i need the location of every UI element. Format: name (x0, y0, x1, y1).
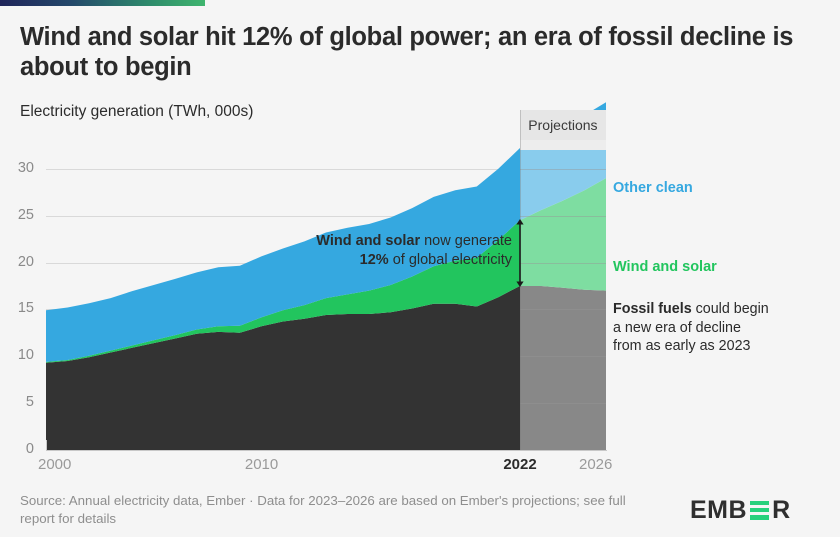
ember-logo-text-2: R (772, 495, 791, 524)
annotation-wind-solar: Wind and solar now generate 12% of globa… (250, 232, 512, 270)
x-axis-line (46, 450, 607, 451)
gridline-projection (519, 403, 606, 404)
gridline-projection (519, 263, 606, 264)
area-other-clean (46, 102, 606, 362)
ember-logo: EMB R (690, 496, 791, 524)
legend-label-wind-and-solar: Wind and solar (613, 259, 717, 275)
y-axis-tick-15: 15 (17, 300, 34, 317)
gridline (46, 216, 606, 217)
y-axis-tick-30: 30 (17, 159, 34, 176)
gridline-projection (519, 216, 606, 217)
ember-logo-e-icon (750, 500, 770, 520)
chart-subtitle: Electricity generation (TWh, 000s) (20, 103, 254, 120)
annotation-wind-solar-bold1: Wind and solar (316, 233, 421, 249)
y-axis-tick-10: 10 (17, 347, 34, 364)
page-title: Wind and solar hit 12% of global power; … (20, 23, 794, 81)
gridline-projection (519, 309, 606, 310)
annotation-wind-solar-bold2: 12% (359, 252, 389, 268)
annotation-wind-solar-rest1: now generate (420, 233, 512, 249)
x-axis-tick-2022: 2022 (503, 456, 537, 473)
annotation-fossil-fuels: Fossil fuels could begin a new era of de… (613, 300, 828, 356)
annotation-fossil-line3: from as early as 2023 (613, 338, 751, 354)
x-axis-tick-2010: 2010 (244, 456, 279, 473)
gridline-projection (519, 169, 606, 170)
annotation-fossil-rest: could begin (691, 301, 769, 317)
annotation-fossil-line2: a new era of decline (613, 319, 741, 336)
y-axis-tick-25: 25 (17, 206, 34, 223)
area-wind-and-solar (46, 178, 606, 363)
legend-label-other-clean: Other clean (613, 180, 693, 196)
y-axis-stub (46, 440, 47, 451)
projections-label-box: Projections (519, 110, 606, 140)
brand-accent-bar (0, 0, 205, 6)
x-axis-tick-2026: 2026 (579, 456, 613, 473)
annotation-fossil-line1: Fossil fuels could begin (613, 300, 828, 319)
annotation-wind-solar-line1: Wind and solar now generate (250, 232, 512, 251)
y-axis-tick-5: 5 (25, 394, 34, 411)
ember-logo-text-1: EMB (690, 495, 748, 524)
annotation-fossil-bold: Fossil fuels (613, 301, 692, 317)
x-axis-tick-2000: 2000 (38, 456, 72, 473)
y-axis-tick-0: 0 (25, 441, 34, 457)
gridline-projection (519, 356, 606, 357)
annotation-wind-solar-line2: 12% of global electricity (250, 251, 512, 270)
gridline (46, 169, 606, 170)
area-fossil-fuels (46, 285, 606, 450)
annotation-wind-solar-rest2: of global electricity (388, 252, 512, 268)
source-note: Source: Annual electricity data, Ember ·… (20, 493, 626, 526)
projections-band (519, 140, 606, 150)
y-axis-tick-20: 20 (17, 253, 34, 270)
wind-solar-band-arrow-icon (516, 219, 524, 288)
